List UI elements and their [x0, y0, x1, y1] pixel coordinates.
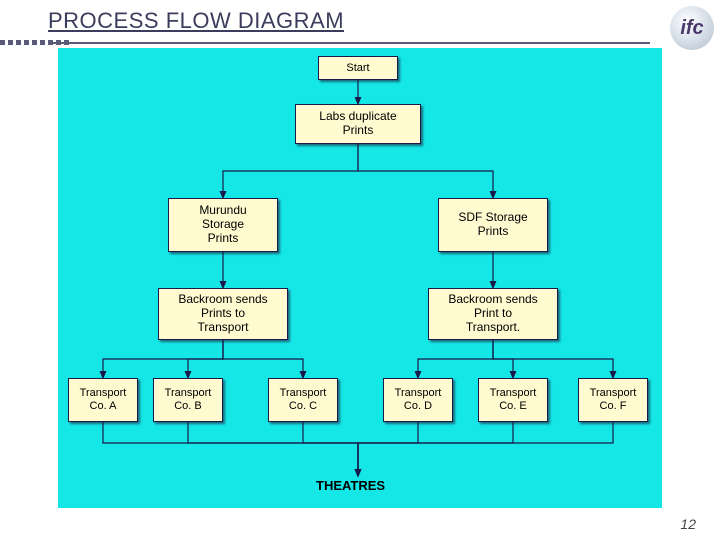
flow-node-coC: TransportCo. C	[268, 378, 338, 422]
slide: PROCESS FLOW DIAGRAM ifc THEATRES Start L…	[0, 0, 720, 540]
page-title: PROCESS FLOW DIAGRAM	[48, 8, 680, 34]
title-block: PROCESS FLOW DIAGRAM	[48, 8, 680, 34]
flow-node-coB: TransportCo. B	[153, 378, 223, 422]
title-rule	[48, 42, 650, 44]
flow-node-labs: Labs duplicatePrints	[295, 104, 421, 144]
flow-node-start: Start	[318, 56, 398, 80]
flow-node-murundu: MurunduStoragePrints	[168, 198, 278, 252]
logo-text: ifc	[680, 17, 703, 40]
page-number: 12	[680, 516, 696, 532]
theatres-label: THEATRES	[316, 478, 385, 493]
flow-node-coA: TransportCo. A	[68, 378, 138, 422]
flow-node-coF: TransportCo. F	[578, 378, 648, 422]
flow-node-back_r: Backroom sendsPrint toTransport.	[428, 288, 558, 340]
flow-node-coD: TransportCo. D	[383, 378, 453, 422]
flow-node-coE: TransportCo. E	[478, 378, 548, 422]
flow-node-back_l: Backroom sendsPrints toTransport	[158, 288, 288, 340]
flowchart-canvas: THEATRES Start Labs duplicatePrints Murund…	[58, 48, 662, 508]
logo-icon: ifc	[670, 6, 714, 50]
flow-node-sdf: SDF StoragePrints	[438, 198, 548, 252]
